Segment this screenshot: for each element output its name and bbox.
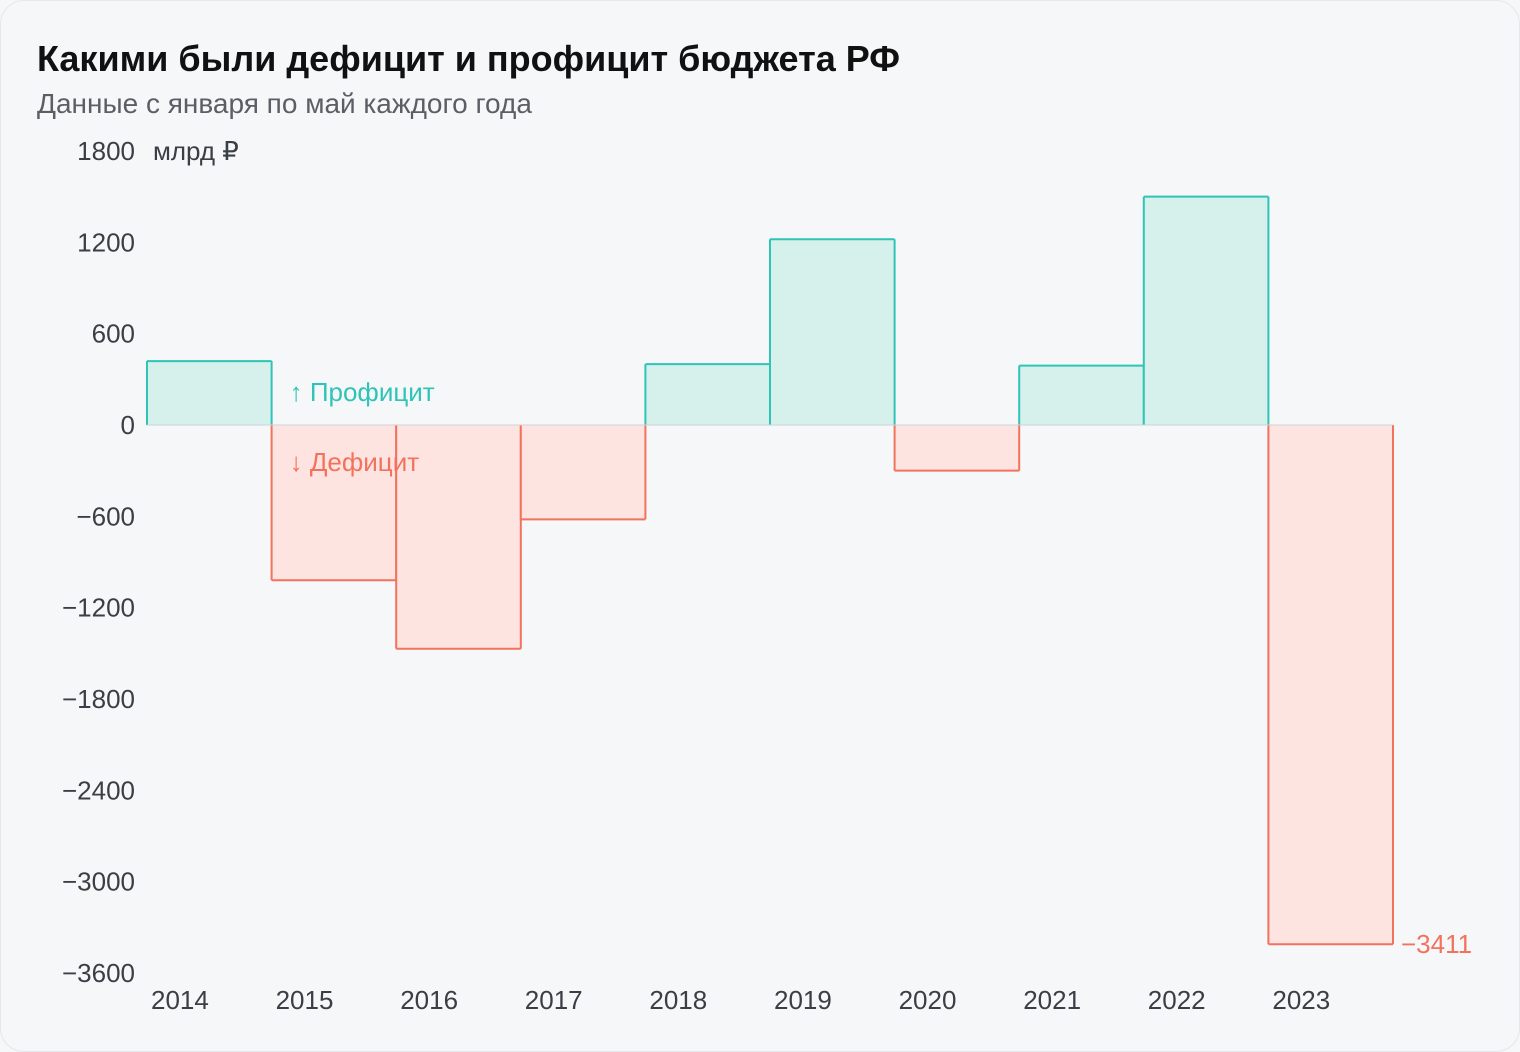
y-tick-label: 1200 — [77, 227, 135, 257]
x-tick-label: 2022 — [1148, 985, 1206, 1015]
bar — [770, 239, 895, 425]
bar — [1144, 197, 1269, 425]
chart-title: Какими были дефицит и профицит бюджета Р… — [37, 37, 1483, 80]
y-unit-label: млрд ₽ — [153, 141, 239, 166]
y-tick-label: −1800 — [62, 684, 135, 714]
value-callout: −3411 — [1401, 929, 1472, 959]
x-tick-label: 2018 — [649, 985, 707, 1015]
x-tick-label: 2016 — [400, 985, 458, 1015]
x-tick-label: 2014 — [151, 985, 209, 1015]
y-tick-label: 600 — [92, 319, 135, 349]
x-tick-label: 2023 — [1272, 985, 1330, 1015]
x-tick-label: 2021 — [1023, 985, 1081, 1015]
x-tick-label: 2020 — [899, 985, 957, 1015]
x-tick-label: 2019 — [774, 985, 832, 1015]
bar-chart: 1800 1200 600 0 −600 −1200 −1800 −2400 −3000 −360… — [37, 141, 1483, 1023]
y-tick-label: 0 — [121, 410, 135, 440]
y-tick-label: −600 — [76, 501, 135, 531]
bar — [1268, 425, 1393, 944]
y-tick-label: −3600 — [62, 958, 135, 988]
legend-deficit: ↓ Дефицит — [290, 447, 420, 477]
x-tick-label: 2017 — [525, 985, 583, 1015]
y-tick-label: −2400 — [62, 775, 135, 805]
chart-card: Какими были дефицит и профицит бюджета Р… — [0, 0, 1520, 1052]
y-tick-label: −3000 — [62, 867, 135, 897]
bar — [147, 361, 272, 425]
x-tick-label: 2015 — [276, 985, 334, 1015]
y-tick-label: −1200 — [62, 593, 135, 623]
bar — [895, 425, 1020, 471]
y-tick-label: 1800 — [77, 141, 135, 166]
bar — [1019, 366, 1144, 425]
legend-surplus: ↑ Профицит — [290, 377, 435, 407]
chart-area: 1800 1200 600 0 −600 −1200 −1800 −2400 −3000 −360… — [37, 141, 1483, 1023]
chart-subtitle: Данные с января по май каждого года — [37, 88, 1483, 120]
bar — [521, 425, 646, 519]
bar — [645, 364, 770, 425]
